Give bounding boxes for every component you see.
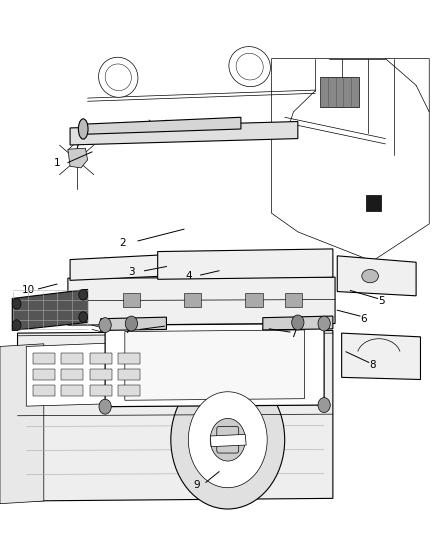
Ellipse shape [236, 53, 263, 80]
Circle shape [125, 316, 138, 331]
Text: 9: 9 [194, 480, 201, 490]
Polygon shape [118, 353, 140, 364]
Polygon shape [90, 353, 112, 364]
Circle shape [79, 289, 88, 300]
Ellipse shape [229, 46, 270, 87]
Circle shape [99, 318, 111, 333]
Polygon shape [33, 385, 55, 396]
Polygon shape [68, 277, 335, 325]
Polygon shape [90, 385, 112, 396]
Text: 6: 6 [360, 314, 367, 324]
Polygon shape [26, 341, 158, 406]
Polygon shape [118, 369, 140, 380]
Polygon shape [105, 324, 324, 407]
Ellipse shape [362, 269, 378, 282]
Polygon shape [33, 353, 55, 364]
Circle shape [292, 315, 304, 330]
Polygon shape [366, 195, 381, 211]
Text: 1: 1 [53, 158, 60, 167]
Polygon shape [70, 122, 298, 145]
Circle shape [12, 320, 21, 330]
Ellipse shape [99, 57, 138, 98]
Text: 5: 5 [378, 296, 385, 306]
Text: 7: 7 [290, 329, 297, 339]
Text: 2: 2 [119, 238, 126, 247]
Circle shape [79, 312, 88, 322]
Polygon shape [12, 289, 88, 330]
Polygon shape [210, 434, 246, 447]
Polygon shape [337, 256, 416, 296]
Polygon shape [18, 330, 333, 501]
Circle shape [99, 399, 111, 414]
Polygon shape [245, 293, 263, 307]
Circle shape [188, 392, 267, 488]
Polygon shape [263, 316, 333, 330]
Polygon shape [320, 77, 359, 107]
Polygon shape [125, 330, 304, 400]
Polygon shape [61, 369, 83, 380]
Polygon shape [33, 369, 55, 380]
Text: 3: 3 [128, 267, 135, 277]
Polygon shape [101, 317, 166, 330]
Polygon shape [123, 293, 140, 307]
Circle shape [318, 316, 330, 331]
Text: 10: 10 [22, 286, 35, 295]
Text: 7: 7 [124, 326, 131, 335]
Polygon shape [90, 369, 112, 380]
Polygon shape [61, 385, 83, 396]
Polygon shape [0, 344, 44, 504]
Polygon shape [285, 293, 302, 307]
Polygon shape [83, 117, 241, 134]
Circle shape [171, 370, 285, 509]
Text: 4: 4 [185, 271, 192, 281]
Circle shape [318, 398, 330, 413]
Polygon shape [70, 255, 164, 280]
Polygon shape [158, 249, 333, 279]
Polygon shape [342, 333, 420, 379]
Ellipse shape [105, 64, 131, 91]
Circle shape [210, 418, 245, 461]
Text: 8: 8 [369, 360, 376, 370]
Polygon shape [184, 293, 201, 307]
Circle shape [12, 298, 21, 309]
Polygon shape [118, 385, 140, 396]
Polygon shape [68, 148, 88, 168]
FancyBboxPatch shape [217, 426, 239, 453]
Ellipse shape [78, 119, 88, 139]
Polygon shape [61, 353, 83, 364]
Polygon shape [272, 59, 429, 261]
